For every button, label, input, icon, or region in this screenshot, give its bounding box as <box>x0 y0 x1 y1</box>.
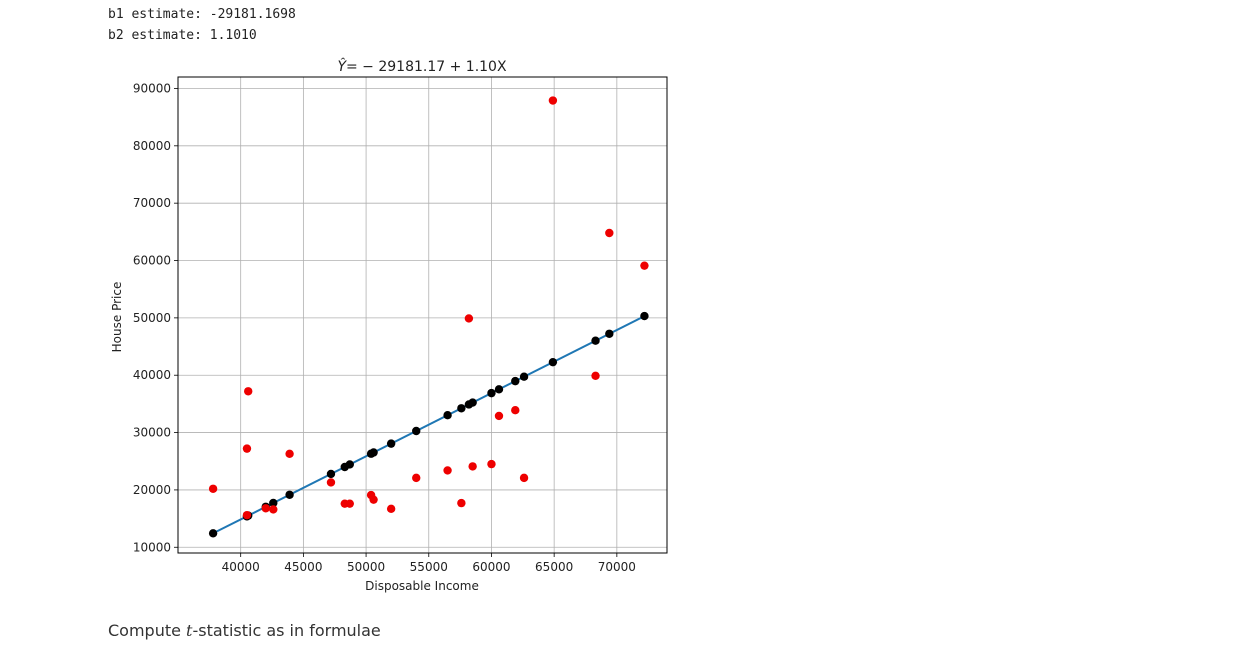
cell-output: b1 estimate: -29181.1698 b2 estimate: 1.1… <box>108 4 296 46</box>
fitted-point <box>511 376 520 386</box>
observed-point <box>244 387 253 396</box>
fitted-point <box>326 469 336 479</box>
regression-line <box>212 315 645 535</box>
observed-point <box>468 462 477 471</box>
markdown-prefix: Compute <box>108 621 187 640</box>
fitted-point <box>386 439 396 448</box>
y-axis-label: House Price <box>110 282 124 353</box>
markdown-cell: Compute t-statistic as in formulae <box>108 621 381 640</box>
observed-points-layer <box>208 96 649 520</box>
observed-point <box>605 228 614 238</box>
markdown-suffix: -statistic as in formulae <box>192 621 381 640</box>
observed-point <box>269 505 278 514</box>
fitted-point <box>269 498 278 508</box>
observed-point <box>261 504 270 513</box>
fitted-point <box>487 388 496 398</box>
observed-point <box>386 504 396 514</box>
observed-point <box>285 449 294 458</box>
grid-lines <box>178 77 667 553</box>
y-tick-label: 40000 <box>133 368 171 382</box>
observed-point <box>494 411 504 421</box>
fitted-point <box>369 448 378 457</box>
x-tick-label: 50000 <box>347 560 385 574</box>
y-tick-label: 80000 <box>133 139 171 153</box>
chart-svg: 40000 45000 50000 55000 60000 65000 70000 10000… <box>110 57 668 593</box>
regression-plot: 40000 45000 50000 55000 60000 65000 70000 10000… <box>100 50 690 600</box>
observed-point <box>412 473 421 483</box>
axis-ticks: 40000 45000 50000 55000 60000 65000 70000 10000… <box>133 81 636 574</box>
observed-point <box>519 473 529 483</box>
x-tick-label: 65000 <box>535 560 573 574</box>
fitted-point <box>548 357 558 367</box>
x-tick-label: 70000 <box>598 560 636 574</box>
chart-title-yhat: Ŷ <box>337 57 347 75</box>
chart-title-equation: = − 29181.17 + 1.10X <box>346 59 507 75</box>
fitted-point <box>605 329 614 338</box>
observed-point <box>464 314 474 323</box>
x-tick-label: 40000 <box>222 560 260 574</box>
y-tick-label: 10000 <box>133 540 171 554</box>
y-tick-label: 60000 <box>133 254 171 268</box>
fitted-point <box>519 372 529 381</box>
observed-point <box>487 459 496 469</box>
observed-point <box>511 406 520 415</box>
x-axis-label: Disposable Income <box>365 579 479 593</box>
markdown-t-symbol: t <box>186 621 193 640</box>
observed-point <box>640 261 649 270</box>
observed-point <box>242 510 252 520</box>
observed-point <box>369 495 378 504</box>
y-tick-label: 50000 <box>133 311 171 325</box>
regression-line-layer <box>212 315 645 535</box>
y-tick-label: 90000 <box>133 81 171 95</box>
x-tick-label: 55000 <box>410 560 448 574</box>
fitted-point <box>208 529 218 538</box>
observed-point <box>345 499 354 508</box>
y-tick-label: 20000 <box>133 483 171 497</box>
observed-point <box>457 498 466 508</box>
plot-frame <box>177 76 668 554</box>
observed-point <box>548 96 558 105</box>
observed-point <box>208 484 218 493</box>
fitted-point <box>412 426 421 436</box>
fitted-point <box>494 385 504 394</box>
x-tick-label: 45000 <box>284 560 322 574</box>
b2-estimate-line: b2 estimate: 1.1010 <box>108 28 257 43</box>
observed-point <box>591 371 600 380</box>
observed-point <box>326 478 336 487</box>
fitted-point <box>591 336 600 345</box>
fitted-point <box>457 404 466 413</box>
fitted-point <box>285 490 294 499</box>
y-tick-label: 70000 <box>133 196 171 210</box>
observed-point <box>242 444 252 453</box>
fitted-point <box>443 411 452 420</box>
x-tick-label: 60000 <box>472 560 510 574</box>
observed-point <box>443 466 452 475</box>
b1-estimate-line: b1 estimate: -29181.1698 <box>108 7 296 22</box>
fitted-point <box>345 460 354 469</box>
fitted-point <box>640 311 649 321</box>
fitted-point <box>468 398 477 407</box>
chart-title: Ŷ= − 29181.17 + 1.10X <box>337 57 507 75</box>
y-tick-label: 30000 <box>133 426 171 440</box>
